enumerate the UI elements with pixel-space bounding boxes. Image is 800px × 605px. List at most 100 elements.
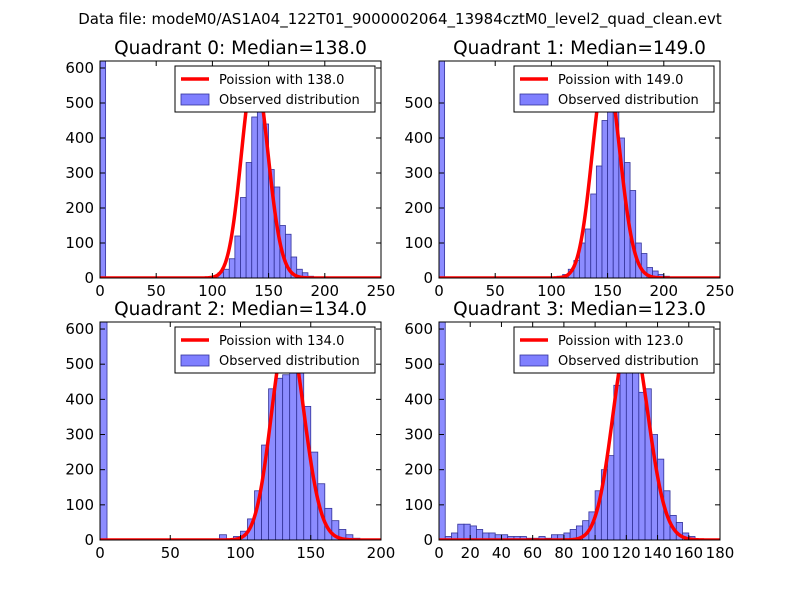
y-tick-label: 0 — [423, 269, 433, 287]
x-tick-label: 40 — [492, 544, 511, 562]
quadrant-0-plot: Quadrant 0: Median=138.0 0 50 100 150 200 250 0… — [65, 38, 395, 300]
x-tick-label: 150 — [296, 544, 325, 562]
x-tick-label: 0 — [434, 282, 444, 300]
y-tick-label: 300 — [404, 426, 433, 444]
legend: Poission with 123.0 Observed distribution — [513, 326, 715, 374]
y-tick-label: 500 — [65, 355, 94, 373]
histogram-bar — [463, 523, 471, 540]
legend: Poission with 138.0 Observed distribution — [174, 65, 376, 113]
y-tick-label: 0 — [84, 531, 94, 549]
x-tick-label: 100 — [198, 282, 227, 300]
legend: Poission with 149.0 Observed distribution — [513, 65, 715, 113]
y-tick-label: 400 — [404, 129, 433, 147]
histogram-bar — [285, 233, 292, 278]
histogram-bar — [251, 116, 258, 278]
histogram-bar — [100, 322, 108, 540]
legend-label-poisson: Poission with 149.0 — [558, 73, 683, 88]
histogram-bar — [607, 88, 614, 278]
y-tick-label: 100 — [404, 234, 433, 252]
x-tick-label: 60 — [523, 544, 542, 562]
legend-label-observed: Observed distribution — [219, 93, 360, 108]
histogram-bar — [638, 391, 646, 540]
y-tick-label: 100 — [404, 496, 433, 514]
poisson-curve — [100, 69, 381, 278]
y-tick-label: 200 — [404, 461, 433, 479]
y-tick-label: 500 — [404, 94, 433, 112]
y-tick-label: 200 — [404, 199, 433, 217]
y-tick-label: 400 — [404, 390, 433, 408]
histogram-bar — [223, 268, 230, 278]
y-tick-label: 600 — [65, 59, 94, 77]
y-tick-label: 300 — [65, 426, 94, 444]
x-tick-label: 200 — [367, 544, 396, 562]
histogram-bar — [275, 377, 284, 540]
legend-label-observed: Observed distribution — [558, 354, 699, 369]
histogram-bar — [282, 374, 291, 540]
x-tick-label: 0 — [95, 544, 105, 562]
figure-title: Data file: modeM0/AS1A04_122T01_90000020… — [78, 10, 722, 29]
x-tick-label: 100 — [226, 544, 255, 562]
x-tick-label: 100 — [537, 282, 566, 300]
x-tick-label: 200 — [649, 282, 678, 300]
y-tick-label: 300 — [404, 164, 433, 182]
histogram-bar — [625, 370, 633, 540]
histogram-bar — [301, 272, 309, 278]
x-tick-label: 100 — [581, 544, 610, 562]
x-tick-label: 180 — [706, 544, 735, 562]
histogram — [439, 322, 696, 540]
y-tick-label: 400 — [65, 129, 94, 147]
y-tick-label: 100 — [65, 496, 94, 514]
y-tick-label: 300 — [65, 164, 94, 182]
x-tick-label: 140 — [643, 544, 672, 562]
x-tick-label: 250 — [367, 282, 396, 300]
quadrant-3-plot: Quadrant 3: Median=123.00 20 40 60 80 100 120 1… — [404, 299, 734, 562]
y-tick-label: 400 — [65, 390, 94, 408]
histogram-bar — [289, 353, 298, 540]
legend-bar-swatch — [180, 354, 210, 367]
histogram-bar — [584, 228, 592, 278]
y-tick-label: 100 — [65, 234, 94, 252]
x-tick-label: 50 — [161, 544, 180, 562]
y-tick-label: 200 — [65, 461, 94, 479]
x-tick-label: 150 — [593, 282, 622, 300]
histogram-bar — [219, 534, 227, 540]
x-tick-label: 50 — [486, 282, 505, 300]
x-tick-label: 120 — [612, 544, 641, 562]
histogram-bar — [469, 525, 477, 540]
plot-title: Quadrant 0: Median=138.0 — [114, 38, 367, 59]
y-tick-label: 500 — [65, 94, 94, 112]
histogram-bar — [595, 165, 603, 278]
x-tick-label: 150 — [254, 282, 283, 300]
histogram-bar — [290, 256, 298, 278]
histogram-bar — [228, 258, 236, 278]
y-tick-label: 600 — [404, 320, 433, 338]
plot-frame — [99, 60, 382, 279]
x-tick-label: 250 — [706, 282, 735, 300]
y-tick-label: 0 — [84, 269, 94, 287]
legend-bar-swatch — [180, 93, 210, 106]
histogram-bar — [234, 235, 241, 278]
x-tick-label: 50 — [147, 282, 166, 300]
histogram-bar — [256, 102, 264, 278]
histogram-bar — [439, 322, 446, 540]
histogram-bar — [457, 523, 465, 540]
plot-title: Quadrant 2: Median=134.0 — [114, 299, 367, 320]
legend-label-observed: Observed distribution — [219, 354, 360, 369]
plot-title: Quadrant 3: Median=123.0 — [453, 299, 706, 320]
x-tick-label: 0 — [95, 282, 105, 300]
quadrant-2-plot: Quadrant 2: Median=134.0 0 50 100 150 200 0 100… — [65, 299, 395, 562]
histogram-bar — [607, 455, 615, 540]
y-tick-label: 200 — [65, 199, 94, 217]
y-tick-label: 600 — [65, 320, 94, 338]
legend-label-poisson: Poission with 123.0 — [558, 334, 683, 349]
legend-bar-swatch — [519, 354, 549, 367]
poisson-curve-group — [439, 328, 720, 540]
x-tick-label: 0 — [434, 544, 444, 562]
histogram-bar — [601, 120, 608, 278]
legend-bar-swatch — [519, 93, 549, 106]
y-tick-label: 0 — [423, 531, 433, 549]
plot-title: Quadrant 1: Median=149.0 — [453, 38, 706, 59]
x-tick-label: 200 — [310, 282, 339, 300]
